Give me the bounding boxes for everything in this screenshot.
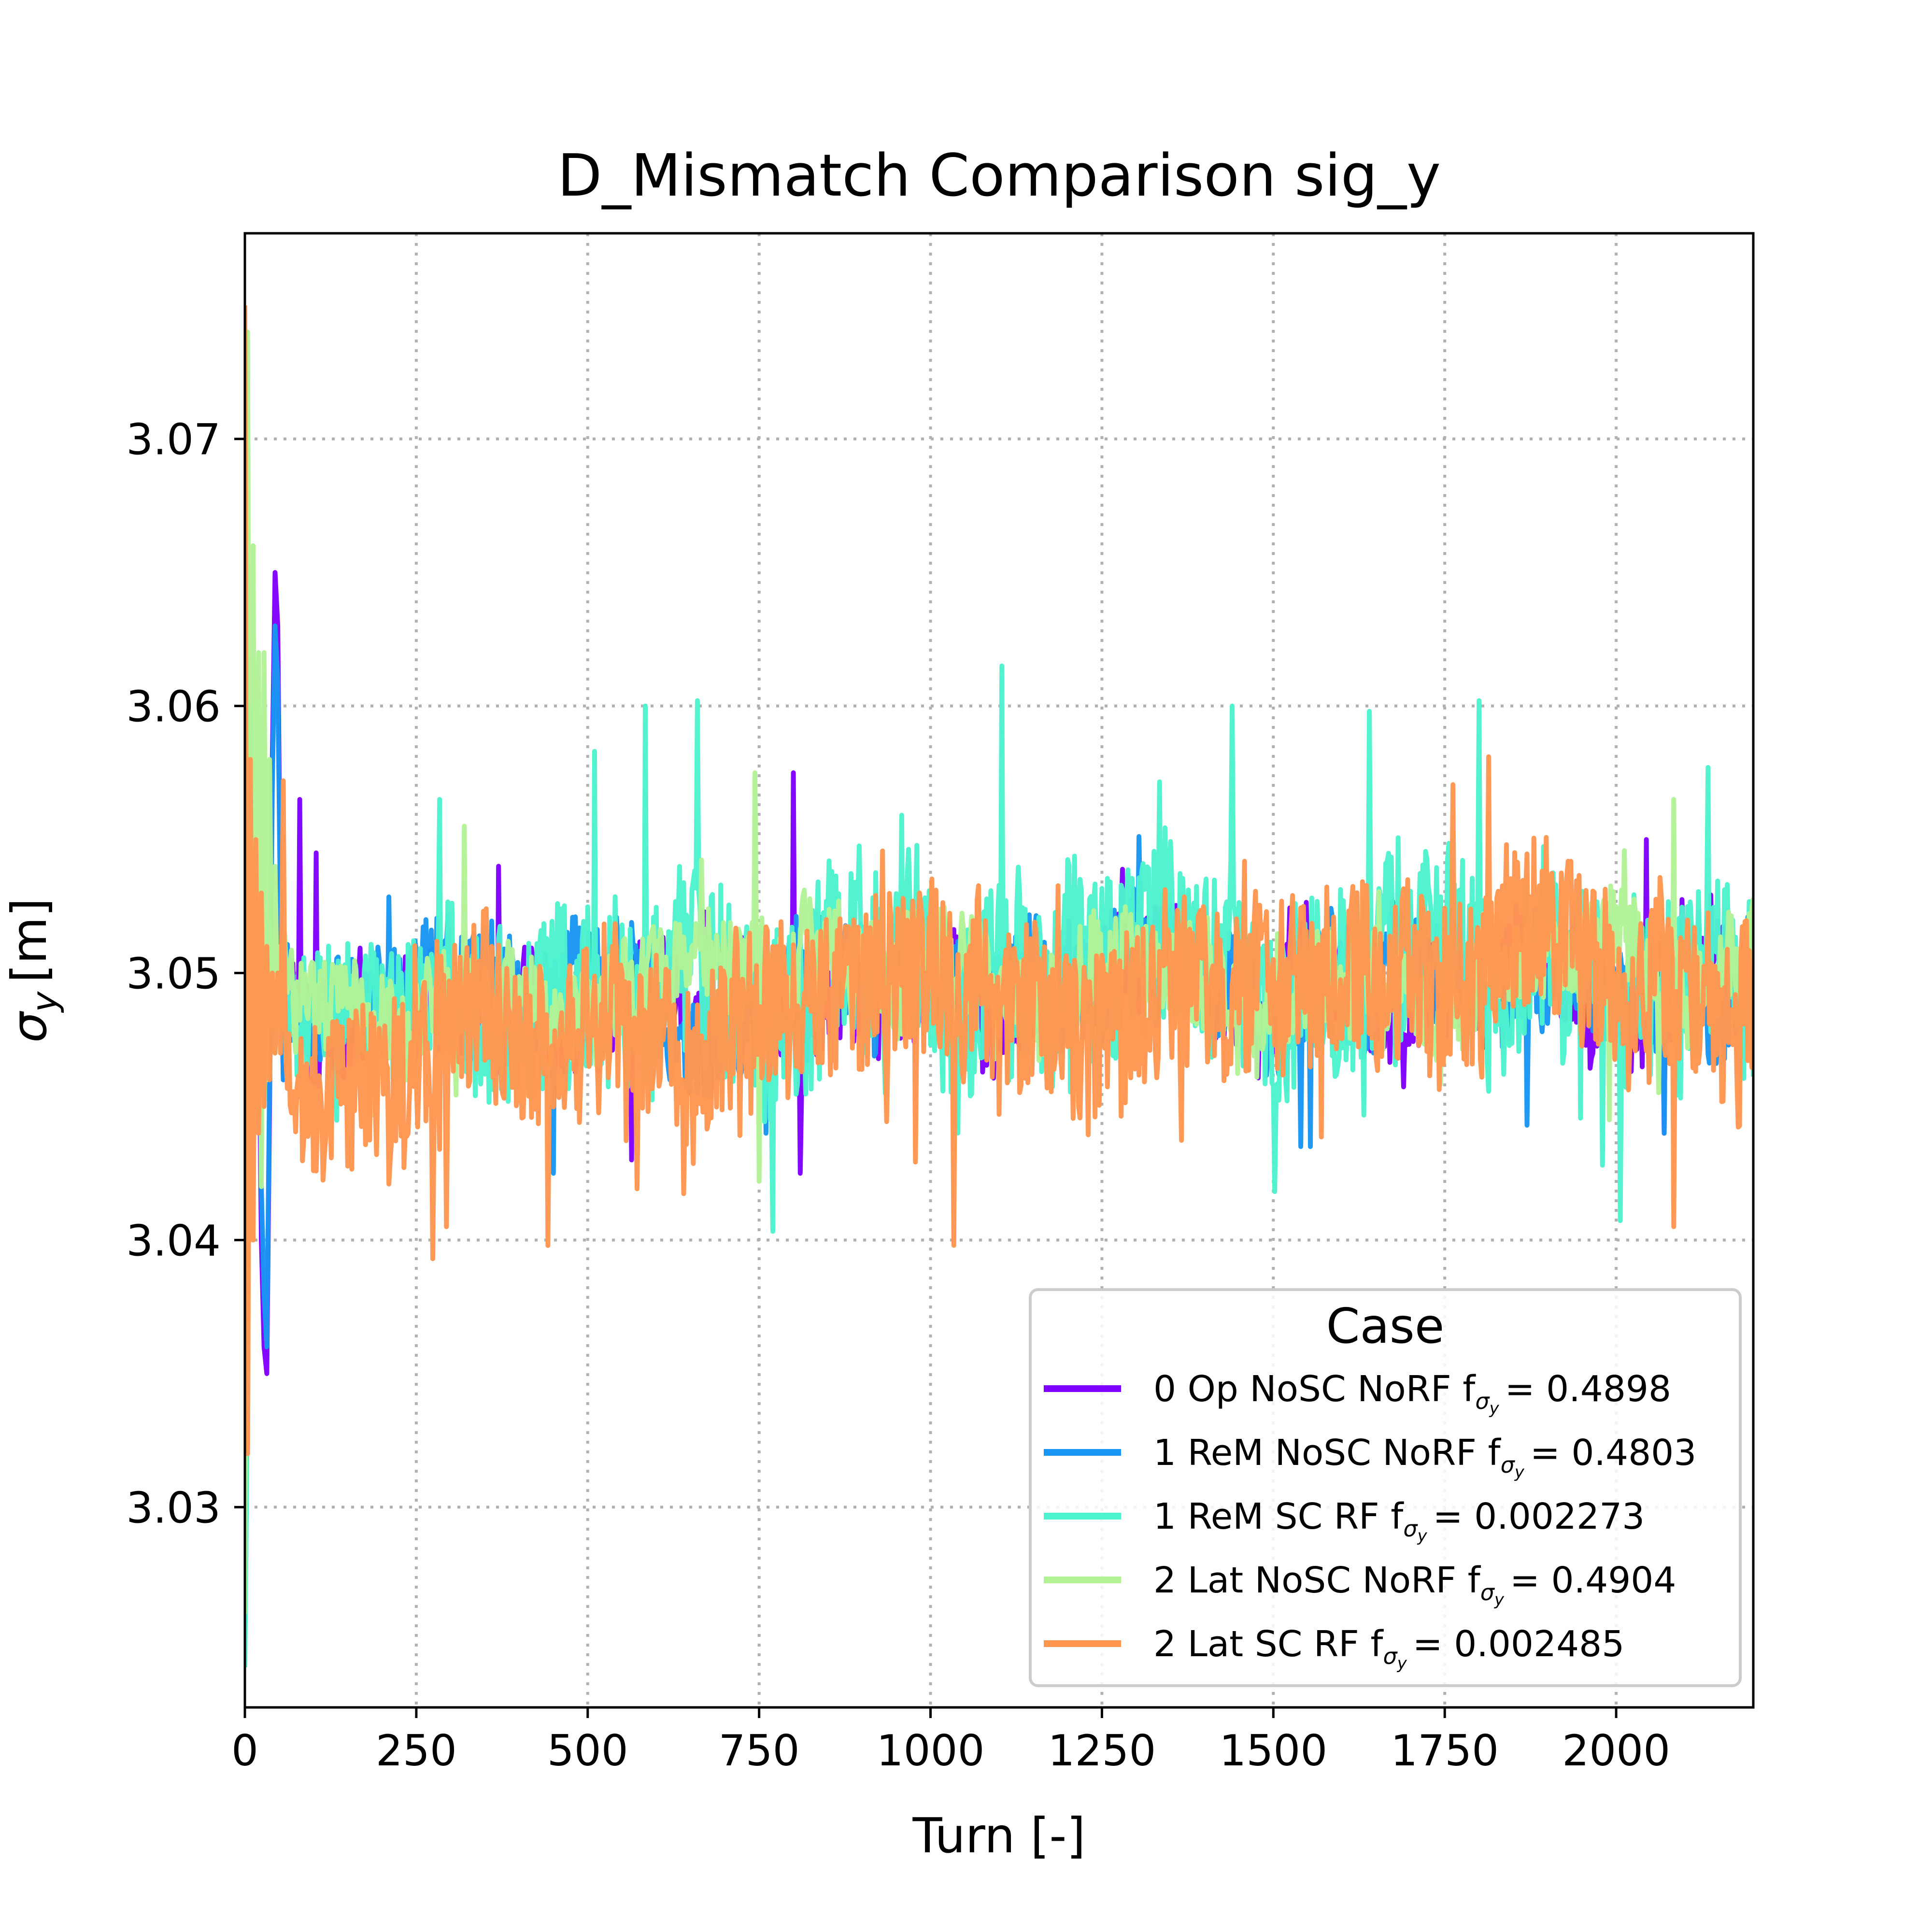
x-tick-label: 1500 (1219, 1726, 1327, 1776)
y-axis-label-symbol: σ (1, 1011, 57, 1043)
x-tick-label: 500 (547, 1726, 628, 1776)
legend-label-4: 2 Lat SC RF fσy = 0.002485 (1153, 1623, 1624, 1673)
y-tick-label: 3.06 (126, 682, 221, 732)
x-axis-label: Turn [-] (912, 1807, 1086, 1864)
y-tick-label: 3.07 (126, 415, 221, 465)
plot-frame (243, 232, 1755, 1709)
chart-title: D_Mismatch Comparison sig_y (557, 142, 1441, 210)
x-tick-label: 2000 (1562, 1726, 1670, 1776)
x-tick-label: 750 (719, 1726, 800, 1776)
legend-title: Case (1326, 1298, 1445, 1354)
legend-label-0: 0 Op NoSC NoRF fσy = 0.4898 (1153, 1368, 1671, 1418)
y-axis-label-subscript: y (24, 991, 65, 1013)
legend-label-1: 1 ReM NoSC NoRF fσy = 0.4803 (1153, 1432, 1696, 1482)
series-line-4 (245, 305, 1753, 1456)
y-tick-label: 3.04 (126, 1216, 221, 1265)
legend-box (1029, 1288, 1742, 1687)
axis-layer: 0 250 500 750 1000 1250 1500 1750 2000 3.03 3.04 3.… (126, 415, 1670, 1776)
y-axis-label-unit: [m] (1, 898, 57, 982)
series-layer (245, 305, 1753, 1668)
legend-label-2: 1 ReM SC RF fσy = 0.002273 (1153, 1496, 1645, 1546)
y-axis-label: σy [m] (1, 898, 65, 1042)
x-tick-label: 1750 (1391, 1726, 1499, 1776)
y-tick-label: 3.05 (126, 949, 221, 999)
x-tick-label: 0 (231, 1726, 258, 1776)
legend: Case 0 Op NoSC NoRF fσy = 0.4898 1 ReM NoSC… (1029, 1288, 1742, 1687)
y-tick-label: 3.03 (126, 1483, 221, 1533)
legend-label-3: 2 Lat NoSC NoRF fσy = 0.4904 (1153, 1560, 1676, 1609)
x-tick-label: 1250 (1048, 1726, 1156, 1776)
x-tick-label: 1000 (877, 1726, 985, 1776)
x-tick-label: 250 (376, 1726, 457, 1776)
